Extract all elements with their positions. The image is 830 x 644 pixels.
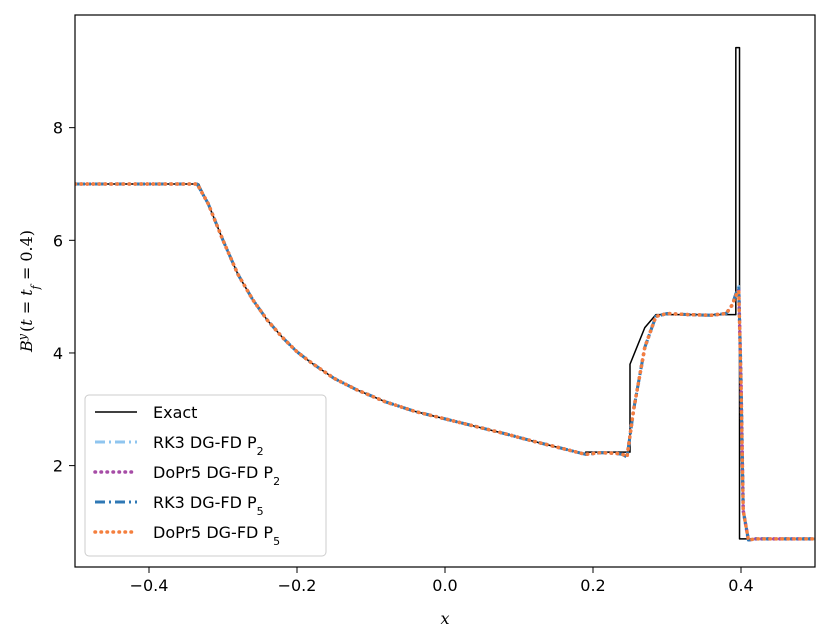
series-layer: [75, 46, 815, 542]
legend-label-0: Exact: [153, 403, 197, 422]
legend-label-sub-2: 2: [273, 475, 280, 488]
legend-label-sub-3: 5: [257, 505, 264, 518]
legend-label-2: DoPr5 DG-FD P2: [153, 463, 280, 488]
legend-label-sub-1: 2: [257, 445, 264, 458]
y-axis-label-sup: y: [16, 333, 29, 341]
y-tick-label-1: 4: [53, 344, 63, 363]
x-ticks: −0.4 −0.2 0.0 0.2 0.4: [130, 567, 754, 595]
legend-label-main-4: DoPr5 DG-FD P: [153, 523, 273, 542]
y-tick-label-2: 6: [53, 231, 63, 250]
legend-label-1: RK3 DG-FD P2: [153, 433, 264, 458]
legend-label-main-1: RK3 DG-FD P: [153, 433, 257, 452]
y-tick-label-3: 8: [53, 119, 63, 138]
x-tick-label-4: 0.4: [728, 576, 753, 595]
x-tick-label-1: −0.2: [278, 576, 317, 595]
y-axis-label-args: (: [17, 326, 36, 332]
x-tick-label-0: −0.4: [130, 576, 169, 595]
legend-label-3: RK3 DG-FD P5: [153, 493, 264, 518]
series-line-4: [75, 182, 815, 542]
x-tick-label-3: 0.2: [580, 576, 605, 595]
legend-box: [84, 394, 327, 557]
y-tick-label-0: 2: [53, 457, 63, 476]
y-axis-label-main: B: [17, 340, 36, 353]
x-tick-label-2: 0.0: [432, 576, 457, 595]
y-axis-label: By(t = tf = 0.4): [16, 230, 42, 353]
y-ticks: 2 4 6 8: [53, 119, 75, 476]
legend-label-sub-4: 5: [273, 535, 280, 548]
legend-label-4: DoPr5 DG-FD P5: [153, 523, 280, 548]
svg-text:By(t = tf = 0.4): By(t = tf = 0.4): [16, 230, 42, 353]
legend-label-main-3: RK3 DG-FD P: [153, 493, 257, 512]
x-axis-label: x: [440, 609, 449, 628]
legend-label-main-2: DoPr5 DG-FD P: [153, 463, 273, 482]
legend-label-main-0: Exact: [153, 403, 197, 422]
